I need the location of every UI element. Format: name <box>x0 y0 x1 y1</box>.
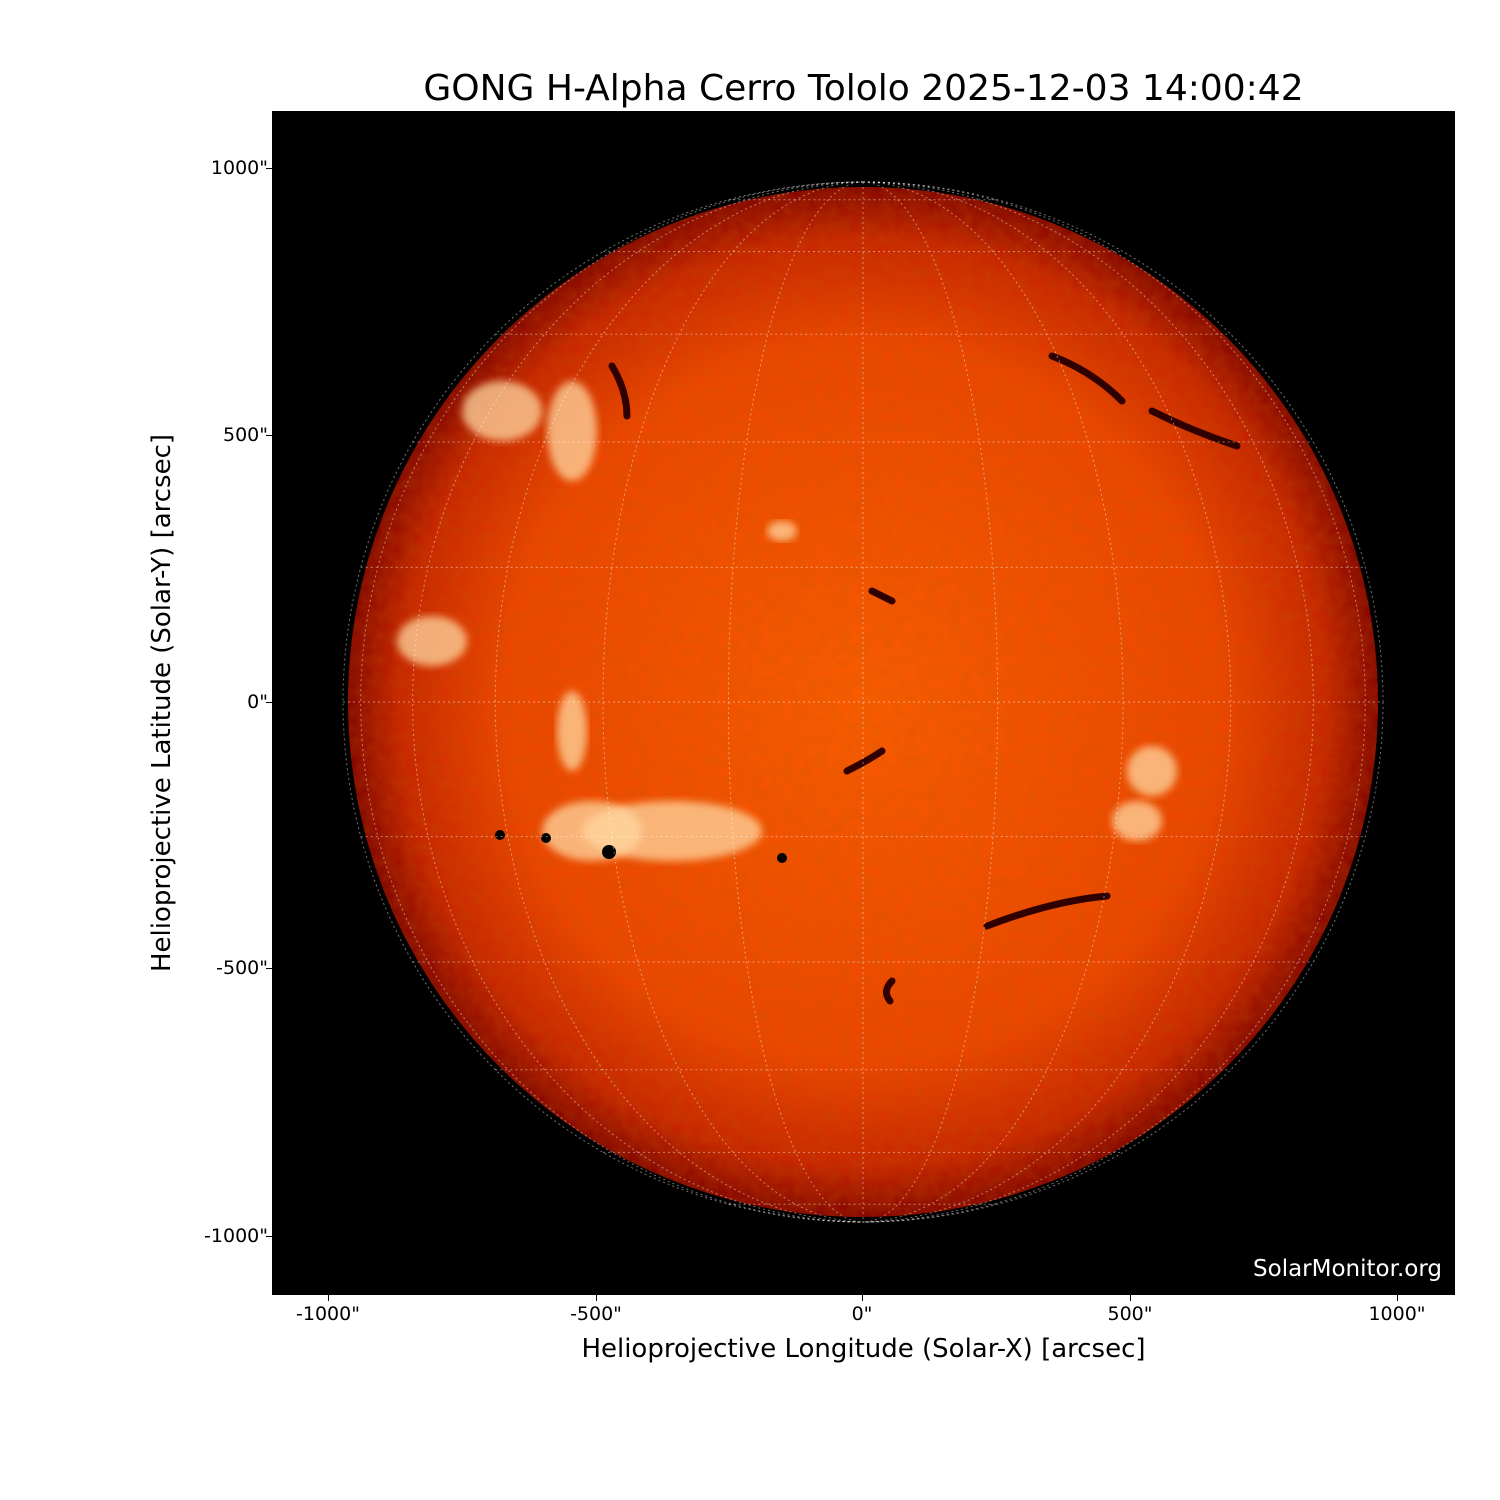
sunspot <box>777 853 787 863</box>
x-tick-mark <box>328 1295 329 1301</box>
plage-region <box>1127 746 1177 796</box>
longitude-line <box>862 181 1366 1223</box>
x-tick-label: 500" <box>1107 1303 1153 1325</box>
x-tick-label: -500" <box>570 1303 622 1325</box>
plage-region <box>547 381 597 481</box>
longitude-line <box>360 181 864 1223</box>
y-axis-label: Helioprojective Latitude (Solar-Y) [arcs… <box>147 433 177 973</box>
x-tick-mark <box>596 1295 597 1301</box>
plage-region <box>397 616 467 666</box>
x-tick-mark <box>1130 1295 1131 1301</box>
y-tick-mark <box>266 702 272 703</box>
x-tick-label: 0" <box>851 1303 873 1325</box>
x-tick-label: 1000" <box>1368 1303 1426 1325</box>
plage-region <box>767 521 797 541</box>
y-tick-label: 0" <box>247 691 268 713</box>
longitude-line <box>494 181 864 1223</box>
sunspot <box>541 833 551 843</box>
filament <box>983 892 1111 930</box>
y-tick-label: -1000" <box>204 1225 268 1247</box>
longitude-line <box>727 181 864 1223</box>
y-tick-label: 500" <box>222 424 268 446</box>
filament <box>868 587 896 605</box>
longitude-line <box>862 181 1232 1223</box>
y-tick-mark <box>266 168 272 169</box>
plage-region <box>542 801 642 861</box>
x-axis-label: Helioprojective Longitude (Solar-X) [arc… <box>581 1334 1146 1364</box>
filament <box>1048 352 1126 405</box>
y-tick-mark <box>266 1236 272 1237</box>
filament <box>1148 407 1241 450</box>
filament <box>843 747 886 775</box>
sunspot <box>495 830 505 840</box>
x-tick-mark <box>862 1295 863 1301</box>
plot-title: GONG H-Alpha Cerro Tololo 2025-12-03 14:… <box>423 68 1304 109</box>
y-tick-mark <box>266 435 272 436</box>
limb-line <box>342 181 1384 1223</box>
plage-region <box>557 691 587 771</box>
y-tick-mark <box>266 968 272 969</box>
x-tick-mark <box>1397 1295 1398 1301</box>
x-tick-label: -1000" <box>296 1303 360 1325</box>
y-tick-label: -500" <box>216 957 268 979</box>
solar-features <box>397 352 1241 1005</box>
longitude-line <box>862 181 1124 1223</box>
longitude-line <box>602 181 864 1223</box>
y-tick-label: 1000" <box>210 157 268 179</box>
heliographic-grid <box>342 181 1384 1223</box>
chromosphere-texture <box>348 187 1378 1217</box>
plage-region <box>1112 801 1162 841</box>
solar-disk-image <box>272 111 1455 1295</box>
filament <box>883 977 896 1005</box>
sunspot <box>602 845 616 859</box>
plage-region <box>462 381 542 441</box>
filament <box>608 362 631 420</box>
longitude-line <box>862 181 999 1223</box>
watermark: SolarMonitor.org <box>1253 1256 1442 1282</box>
